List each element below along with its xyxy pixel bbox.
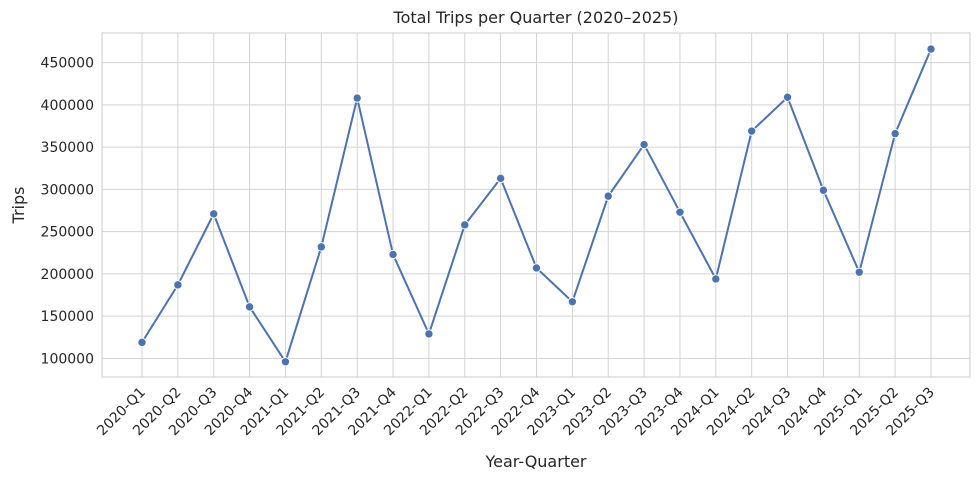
chart-title: Total Trips per Quarter (2020–2025) (393, 8, 679, 27)
data-point (495, 173, 506, 184)
y-tick-label: 200000 (41, 267, 94, 283)
data-point (890, 128, 900, 139)
data-point (926, 44, 936, 54)
data-point (567, 297, 578, 307)
data-point (137, 337, 147, 348)
data-point (460, 220, 470, 230)
y-tick-label: 150000 (41, 309, 94, 325)
data-point (531, 263, 542, 273)
data-point (209, 209, 219, 219)
data-point (173, 280, 183, 290)
y-axis-ticks: 100000 150000 200000 250000 300000 350000 4000… (41, 56, 94, 368)
data-point (675, 207, 685, 217)
data-point (316, 242, 327, 252)
grid-lines (102, 33, 970, 377)
y-tick-label: 250000 (41, 225, 94, 241)
data-point (603, 191, 613, 201)
data-point (388, 249, 398, 260)
data-point (746, 126, 757, 136)
series-layer (137, 44, 936, 367)
y-tick-label: 100000 (41, 351, 94, 367)
data-point (352, 93, 362, 103)
x-axis-label: Year-Quarter (484, 452, 586, 471)
y-axis-label: Trips (9, 187, 28, 225)
data-point (782, 92, 793, 102)
plot-frame (101, 32, 971, 378)
data-point (711, 274, 721, 284)
y-tick-label: 300000 (41, 182, 94, 198)
data-point (639, 139, 649, 150)
data-point (854, 267, 864, 277)
data-point (244, 302, 255, 312)
y-tick-label: 350000 (41, 140, 94, 156)
y-tick-label: 450000 (41, 56, 94, 72)
data-point (424, 329, 434, 339)
data-point (818, 185, 829, 195)
y-tick-label: 400000 (41, 98, 94, 114)
data-point (280, 357, 291, 367)
